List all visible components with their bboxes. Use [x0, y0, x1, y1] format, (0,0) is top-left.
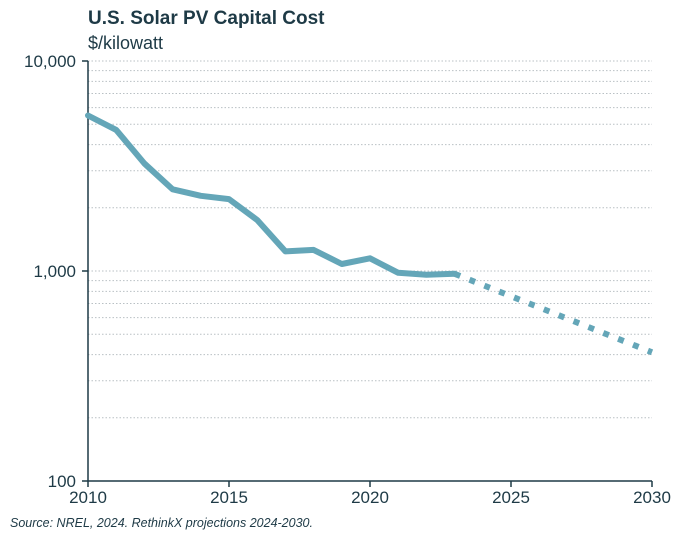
- x-tick-label: 2015: [210, 488, 248, 507]
- x-tick-label: 2010: [69, 488, 107, 507]
- x-tick-labels: 2010 2015 2020 2025 2030: [69, 488, 671, 507]
- y-tick-label: 10,000: [24, 52, 76, 71]
- x-tick-label: 2025: [492, 488, 530, 507]
- axes: [82, 60, 653, 487]
- series-lines: [85, 112, 654, 356]
- chart-subtitle: $/kilowatt: [88, 33, 164, 53]
- x-tick-label: 2030: [633, 488, 671, 507]
- y-tick-label: 1,000: [33, 262, 76, 281]
- gridlines: [88, 60, 652, 419]
- projection-line: [453, 271, 654, 356]
- y-tick-labels: 100 1,000 10,000: [24, 52, 76, 491]
- historical-cost-line: [85, 112, 458, 278]
- x-tick-label: 2020: [351, 488, 389, 507]
- source-note: Source: NREL, 2024. RethinkX projections…: [10, 516, 313, 530]
- chart-title: U.S. Solar PV Capital Cost: [88, 8, 325, 29]
- y-tick-label: 100: [48, 472, 76, 491]
